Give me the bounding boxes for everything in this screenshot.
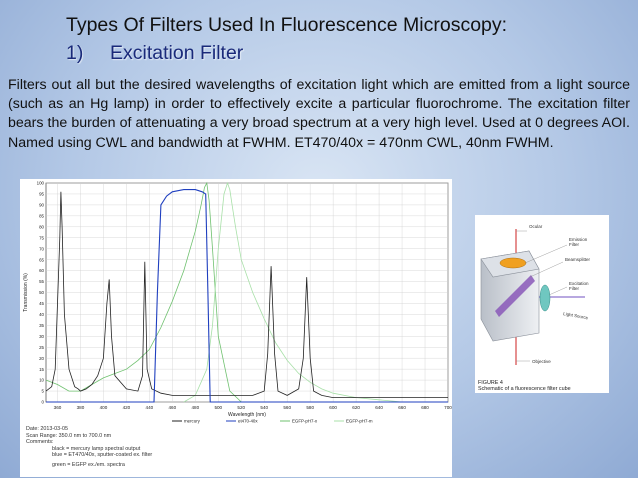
comment-3: green = EGFP ex./em. spectra [52, 461, 125, 468]
x-tick-label: 360 [54, 405, 62, 410]
figure-description: Schematic of a fluorescence filter cube [478, 386, 571, 393]
y-tick-label: 75 [39, 235, 44, 240]
x-tick-label: 380 [77, 405, 85, 410]
emission-filter-pointer [524, 244, 568, 264]
subtitle-text: Excitation Filter [110, 42, 244, 64]
y-tick-label: 60 [39, 268, 44, 273]
y-tick-label: 20 [39, 356, 44, 361]
date-value: 2013-03-05 [40, 426, 68, 432]
excitation-filter-pointer [548, 286, 568, 296]
x-tick-label: 400 [100, 405, 108, 410]
x-tick-label: 580 [306, 405, 314, 410]
y-tick-label: 5 [42, 389, 45, 394]
y-tick-label: 30 [39, 334, 44, 339]
label-objective: Objective [532, 359, 551, 364]
label-light-source: Light Source [563, 311, 589, 320]
legend-label-EGFP-pH7-m: EGFP-pH7-m [346, 419, 373, 424]
x-tick-label: 540 [260, 405, 268, 410]
legend-label-EGFP-pH7-x: EGFP-pH7-x [292, 419, 318, 424]
label-ocular: Ocular [529, 224, 543, 229]
x-tick-label: 660 [398, 405, 406, 410]
y-axis-label: Transmission (%) [23, 273, 29, 312]
y-tick-label: 35 [39, 323, 44, 328]
series-line-et470-40x [46, 189, 448, 403]
x-tick-label: 680 [421, 405, 429, 410]
y-tick-label: 15 [39, 367, 44, 372]
beamsplitter-pointer [529, 261, 564, 278]
comment-2: blue = ET470/40x, sputter-coated ex. fil… [52, 452, 153, 459]
body-paragraph: Filters out all but the desired waveleng… [8, 77, 630, 151]
scan-range-value: 350.0 nm to 700.0 nm [58, 432, 112, 439]
legend-label-mercury: mercury [184, 419, 201, 424]
y-tick-label: 90 [39, 203, 44, 208]
y-tick-label: 55 [39, 279, 44, 284]
excitation-filter-disc [539, 284, 551, 312]
scan-range-line: Scan Range: 350.0 nm to 700.0 nm [26, 433, 152, 440]
label-emission-filter: Emission Filter [569, 237, 588, 247]
x-tick-label: 440 [146, 405, 154, 410]
subtitle-number: 1) [66, 42, 84, 64]
legend-label-et470-40x: et470-40x [238, 419, 258, 424]
slide-title: Types Of Filters Used In Fluorescence Mi… [66, 14, 508, 36]
series-line-EGFP-pH7-x [45, 181, 242, 403]
y-tick-label: 70 [39, 246, 44, 251]
y-tick-label: 50 [39, 290, 44, 295]
date-label: Date: [26, 426, 39, 432]
y-tick-label: 40 [39, 312, 44, 317]
figure-number: FIGURE 4 [478, 380, 503, 386]
x-tick-label: 460 [169, 405, 177, 410]
comments-label: Comments: [26, 439, 54, 446]
y-tick-label: 0 [42, 400, 45, 405]
x-tick-label: 480 [191, 405, 199, 410]
emission-filter-disc [499, 257, 527, 269]
x-tick-label: 420 [123, 405, 131, 410]
spectra-chart: 360 380 400 420 440 460 480 500 520 540 560 580 600 6… [20, 179, 452, 477]
x-tick-label: 600 [329, 405, 337, 410]
series-line-mercury [45, 191, 448, 399]
date-line: Date: 2013-03-05 [26, 426, 152, 433]
x-tick-label: 500 [214, 405, 222, 410]
y-tick-label: 25 [39, 345, 44, 350]
x-tick-label: 560 [283, 405, 291, 410]
x-tick-label: 700 [444, 405, 452, 410]
label-excitation-filter: Excitation Filter [569, 281, 589, 291]
filter-cube-svg: Ocular Emission Filter Beamsplitter Excit… [480, 224, 591, 365]
beamsplitter-plate [495, 275, 535, 317]
series-line-EGFP-pH7-m [183, 181, 448, 403]
chart-notes: Date: 2013-03-05 Scan Range: 350.0 nm to… [26, 426, 152, 469]
slide-subtitle: 1) Excitation Filter [66, 42, 243, 65]
y-tick-label: 10 [39, 378, 44, 383]
label-beamsplitter: Beamsplitter [565, 257, 591, 262]
filter-cube-figure: Ocular Emission Filter Beamsplitter Excit… [475, 215, 609, 393]
spectra-chart-svg: 360 380 400 420 440 460 480 500 520 540 560 580 600 6… [23, 181, 452, 424]
y-tick-label: 45 [39, 301, 44, 306]
figure-caption: FIGURE 4 Schematic of a fluorescence fil… [478, 380, 571, 392]
x-tick-label: 620 [352, 405, 360, 410]
x-axis-label: Wavelength (nm) [228, 412, 266, 418]
scan-range-label: Scan Range: [26, 432, 58, 439]
y-tick-label: 95 [39, 192, 44, 197]
y-tick-label: 85 [39, 213, 44, 218]
y-tick-label: 100 [37, 181, 45, 186]
y-tick-label: 80 [39, 224, 44, 229]
comment-1: black = mercury lamp spectral output [52, 445, 141, 452]
y-tick-label: 65 [39, 257, 44, 262]
x-tick-label: 520 [237, 405, 245, 410]
x-tick-label: 640 [375, 405, 383, 410]
